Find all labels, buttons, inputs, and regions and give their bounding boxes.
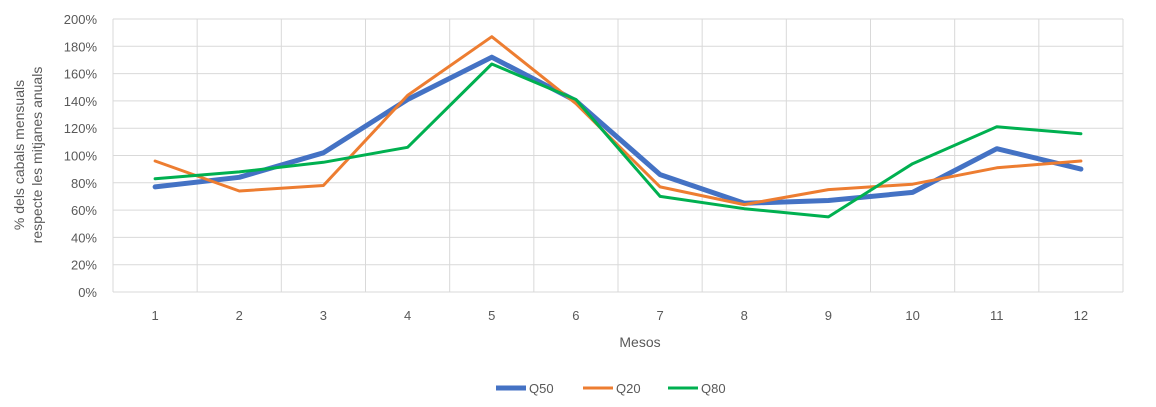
y-tick-label: 140% bbox=[64, 94, 98, 109]
y-tick-label: 40% bbox=[71, 230, 97, 245]
x-tick-label: 2 bbox=[236, 308, 243, 323]
x-tick-label: 9 bbox=[825, 308, 832, 323]
series-layer bbox=[152, 35, 1084, 219]
x-tick-label: 6 bbox=[572, 308, 579, 323]
axis-layer: 0%20%40%60%80%100%120%140%160%180%200%1 2… bbox=[64, 12, 1088, 323]
y-tick-label: 0% bbox=[78, 285, 97, 300]
legend-label-q50: Q50 bbox=[529, 381, 554, 396]
x-tick-label: 1 bbox=[151, 308, 158, 323]
y-tick-label: 20% bbox=[71, 258, 97, 273]
y-tick-label: 60% bbox=[71, 203, 97, 218]
y-tick-label: 180% bbox=[64, 39, 98, 54]
legend: Q50 Q20 Q80 bbox=[496, 381, 726, 396]
x-tick-label: 5 bbox=[488, 308, 495, 323]
series-line-q50 bbox=[152, 54, 1084, 206]
legend-label-q20: Q20 bbox=[616, 381, 641, 396]
x-tick-label: 4 bbox=[404, 308, 411, 323]
x-tick-label: 7 bbox=[656, 308, 663, 323]
x-tick-label: 10 bbox=[905, 308, 919, 323]
x-tick-label: 3 bbox=[320, 308, 327, 323]
series-line-q80 bbox=[153, 62, 1083, 219]
x-tick-label: 11 bbox=[990, 308, 1004, 323]
y-tick-label: 120% bbox=[64, 121, 98, 136]
y-axis-title: % dels cabals mensuals respecte les mitj… bbox=[11, 67, 45, 244]
y-tick-label: 80% bbox=[71, 176, 97, 191]
x-tick-label: 8 bbox=[741, 308, 748, 323]
legend-label-q80: Q80 bbox=[701, 381, 726, 396]
y-axis-title-line-2: respecte les mitjanes anuals bbox=[29, 67, 45, 244]
x-axis-title: Mesos bbox=[619, 334, 660, 350]
y-tick-label: 200% bbox=[64, 12, 98, 27]
y-tick-label: 100% bbox=[64, 149, 98, 164]
grid-layer bbox=[112, 18, 1124, 293]
x-tick-label: 12 bbox=[1074, 308, 1088, 323]
y-tick-label: 160% bbox=[64, 67, 98, 82]
y-axis-title-line-1: % dels cabals mensuals bbox=[11, 80, 27, 230]
series-line-q20 bbox=[153, 35, 1083, 207]
